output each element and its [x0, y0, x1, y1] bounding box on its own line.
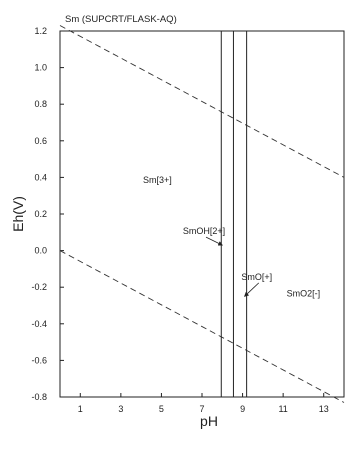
y-tick-label: -0.2: [31, 282, 47, 292]
y-tick-label: -0.4: [31, 319, 47, 329]
region-labels: Sm[3+] SmOH[2+] SmO[+] SmO2[-]: [143, 175, 320, 298]
x-tick-label: 3: [118, 404, 123, 414]
x-tick-label: 5: [159, 404, 164, 414]
region-label: Sm[3+]: [143, 175, 172, 185]
label-arrow: [244, 282, 260, 297]
y-axis: -0.8 -0.6 -0.4 -0.2 0.0 0.2 0.4 0.6 0.8 1.0 1.2: [31, 26, 64, 402]
boundary-lines: [59, 25, 345, 403]
label-arrow: [205, 236, 224, 246]
x-tick-label: 9: [240, 404, 245, 414]
y-tick-label: 1.0: [34, 63, 47, 73]
x-axis: 1 3 5 7 9 11 13: [78, 393, 329, 414]
y-tick-label: 0.4: [34, 172, 47, 182]
plot-frame: [59, 30, 345, 398]
chart-title: Sm (SUPCRT/FLASK-AQ): [65, 14, 177, 25]
y-tick-label: -0.6: [31, 355, 47, 365]
region-label: SmO[+]: [241, 272, 272, 282]
y-tick-label: 0.2: [34, 209, 47, 219]
x-tick-label: 11: [278, 404, 287, 414]
y-tick-label: 1.2: [34, 26, 47, 36]
y-tick-label: 0.8: [34, 99, 47, 109]
x-tick-label: 1: [78, 404, 83, 414]
region-label: SmOH[2+]: [183, 226, 225, 236]
y-tick-label: 0.6: [34, 136, 47, 146]
y-tick-label: 0.0: [34, 246, 47, 256]
water-stability-line: [59, 250, 345, 403]
y-axis-label: Eh(V): [10, 196, 26, 232]
region-label: SmO2[-]: [287, 288, 321, 298]
x-axis-label: pH: [200, 413, 218, 429]
x-tick-label: 13: [319, 404, 329, 414]
y-tick-label: -0.8: [31, 392, 47, 402]
water-stability-line: [59, 25, 345, 178]
x-tick-label: 7: [199, 404, 204, 414]
